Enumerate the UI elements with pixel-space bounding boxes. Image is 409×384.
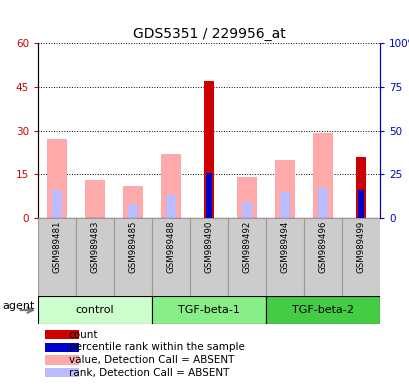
Text: GSM989490: GSM989490: [204, 220, 213, 273]
Bar: [206, 172, 211, 218]
Bar: [38, 296, 152, 324]
Bar: [45, 356, 79, 365]
Text: GSM989483: GSM989483: [90, 220, 99, 273]
Bar: [114, 218, 152, 296]
Bar: [317, 188, 327, 218]
Text: GSM989499: GSM989499: [356, 220, 364, 273]
Text: GSM989496: GSM989496: [318, 220, 327, 273]
Bar: [189, 218, 227, 296]
Bar: [47, 139, 67, 218]
Bar: [128, 204, 137, 218]
Bar: [45, 330, 79, 339]
Text: count: count: [69, 329, 98, 339]
Bar: [152, 218, 189, 296]
Bar: [274, 160, 295, 218]
Bar: [203, 81, 214, 218]
Text: GSM989481: GSM989481: [52, 220, 61, 273]
Text: value, Detection Call = ABSENT: value, Detection Call = ABSENT: [69, 355, 234, 365]
Text: percentile rank within the sample: percentile rank within the sample: [69, 342, 244, 352]
Text: GSM989494: GSM989494: [280, 220, 289, 273]
Bar: [52, 190, 62, 218]
Text: TGF-beta-1: TGF-beta-1: [178, 305, 239, 315]
Text: TGF-beta-2: TGF-beta-2: [291, 305, 353, 315]
Bar: [160, 154, 181, 218]
Bar: [242, 202, 251, 218]
Bar: [312, 134, 333, 218]
Bar: [355, 157, 365, 218]
Bar: [76, 218, 114, 296]
Bar: [236, 177, 257, 218]
Bar: [265, 218, 303, 296]
Text: rank, Detection Call = ABSENT: rank, Detection Call = ABSENT: [69, 368, 229, 378]
Text: agent: agent: [2, 301, 34, 311]
Bar: [152, 296, 265, 324]
Bar: [227, 218, 265, 296]
Bar: [45, 343, 79, 352]
Bar: [45, 368, 79, 377]
Bar: [280, 192, 289, 218]
Title: GDS5351 / 229956_at: GDS5351 / 229956_at: [132, 26, 285, 41]
Bar: [303, 218, 341, 296]
Bar: [84, 180, 105, 218]
Bar: [341, 218, 379, 296]
Bar: [122, 186, 143, 218]
Bar: [357, 190, 363, 218]
Text: GSM989488: GSM989488: [166, 220, 175, 273]
Text: GSM989485: GSM989485: [128, 220, 137, 273]
Text: control: control: [76, 305, 114, 315]
Bar: [265, 296, 379, 324]
Bar: [166, 195, 175, 218]
Text: GSM989492: GSM989492: [242, 220, 251, 273]
Bar: [38, 218, 76, 296]
